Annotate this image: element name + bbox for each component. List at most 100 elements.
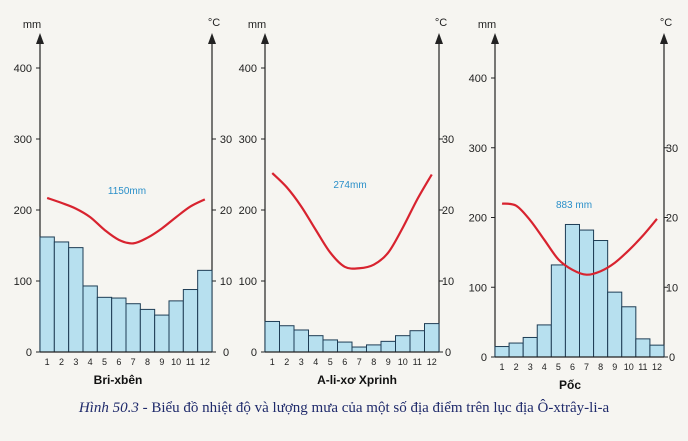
chart3-y2-tick-label: 20: [666, 213, 678, 225]
chart1-y-tick-label: 300: [14, 134, 32, 146]
chart3-month-label: 12: [652, 362, 662, 372]
chart3-month-label: 9: [612, 362, 617, 372]
chart1-y2-tick-label: 0: [223, 347, 229, 359]
chart1-month-label: 10: [171, 357, 181, 367]
chart2-rain-bar: [351, 346, 367, 353]
chart3-y-tick-label: 400: [469, 73, 487, 85]
chart1-rain-bar: [82, 285, 98, 353]
chart1-rain-bar: [197, 269, 213, 353]
chart1-rainfall-total: 1150mm: [108, 186, 146, 197]
chart3-month-label: 5: [556, 362, 561, 372]
chart1-rain-bar: [68, 247, 84, 353]
chart1-rain-bar: [111, 297, 127, 353]
chart1-y2-tick-label: 10: [220, 276, 232, 288]
chart2-rain-bar: [337, 341, 353, 353]
chart3-y2-tick-label: 0: [669, 352, 675, 364]
chart3-month-label: 3: [528, 362, 533, 372]
chart3-y-axis-right-unit: °C: [660, 17, 672, 29]
chart1-y-axis-right-arrow: [208, 33, 216, 44]
chart2-month-label: 12: [427, 357, 437, 367]
chart2-month-label: 1: [270, 357, 275, 367]
chart2-rain-bar: [409, 330, 425, 353]
chart3-rain-bar: [536, 324, 552, 358]
chart3-temperature-line: [501, 202, 658, 276]
chart1-rain-bar: [154, 314, 170, 353]
chart3-y-tick-label: 200: [469, 213, 487, 225]
chart2-y-tick-label: 400: [239, 63, 257, 75]
chart2-rain-bar: [366, 344, 382, 353]
chart1-month-label: 3: [73, 357, 78, 367]
chart1-month-label: 5: [102, 357, 107, 367]
chart3-rain-bar: [607, 291, 623, 358]
chart1-month-label: 12: [200, 357, 210, 367]
chart3-y-tick-label: 300: [469, 143, 487, 155]
chart1-y-axis-left-arrow: [36, 33, 44, 44]
chart3-rainfall-total: 883 mm: [556, 200, 592, 211]
chart2-station-name: A-li-xơ Xprinh: [317, 373, 397, 387]
chart3-y-tick-label: 100: [469, 282, 487, 294]
chart2-y2-tick-label: 30: [442, 134, 454, 146]
chart2-month-label: 6: [342, 357, 347, 367]
chart3-rain-bar: [550, 264, 566, 358]
chart2-rainfall-total: 274mm: [333, 180, 366, 191]
chart1-month-label: 4: [88, 357, 93, 367]
chart1-month-label: 1: [45, 357, 50, 367]
chart2-y-tick-label: 200: [239, 205, 257, 217]
chart1-y2-tick-label: 20: [220, 205, 232, 217]
chart2-y-axis-left-unit: mm: [248, 19, 266, 31]
chart1-rain-bar: [125, 303, 141, 353]
chart3-month-label: 11: [638, 362, 647, 372]
chart2-month-label: 3: [299, 357, 304, 367]
chart1-y-axis-right-unit: °C: [208, 17, 220, 29]
chart3-month-label: 7: [584, 362, 589, 372]
chart3-month-label: 10: [624, 362, 634, 372]
chart3-rain-bar: [593, 240, 609, 358]
chart1-rain-bar: [96, 296, 113, 353]
chart2-month-label: 9: [386, 357, 391, 367]
chart3-station-name: Pốc: [559, 378, 581, 392]
chart1-month-label: 7: [131, 357, 136, 367]
chart3-y-axis-left-arrow: [491, 33, 499, 44]
chart2-y-axis-right-unit: °C: [435, 17, 447, 29]
chart3-y2-tick-label: 10: [666, 282, 678, 294]
chart3-month-label: 6: [570, 362, 575, 372]
chart2-month-label: 5: [328, 357, 333, 367]
chart1-month-label: 11: [186, 357, 195, 367]
chart3-month-label: 2: [514, 362, 519, 372]
chart2-month-label: 10: [398, 357, 408, 367]
chart1-y-tick-label: 0: [26, 347, 32, 359]
chart2-y-axis-left-arrow: [261, 33, 269, 44]
chart2-month-label: 4: [313, 357, 318, 367]
chart1-y-tick-label: 200: [14, 205, 32, 217]
chart2-y-tick-label: 300: [239, 134, 257, 146]
caption-lead: Hình 50.3: [78, 400, 139, 416]
chart2-temperature-line: [271, 172, 433, 270]
chart1-rain-bar: [39, 236, 55, 353]
chart2-rain-bar: [424, 323, 440, 353]
chart1-month-label: 6: [116, 357, 121, 367]
chart3-rain-bar: [522, 336, 538, 358]
chart2-rain-bar: [279, 325, 295, 353]
chart1-y-tick-label: 100: [14, 276, 32, 288]
chart3-month-label: 4: [542, 362, 547, 372]
chart1-month-label: 2: [59, 357, 64, 367]
chart1-station-name: Bri-xbên: [94, 373, 143, 387]
chart1-y2-tick-label: 30: [220, 134, 232, 146]
chart2-y-tick-label: 100: [239, 276, 257, 288]
chart2-rain-bar: [322, 339, 338, 353]
chart2-rain-bar: [308, 335, 324, 353]
chart3-y-axis-right-arrow: [660, 33, 668, 44]
chart3-month-label: 8: [598, 362, 603, 372]
chart1-month-label: 8: [145, 357, 150, 367]
chart1-rain-bar: [139, 308, 156, 353]
chart2-y2-tick-label: 20: [442, 205, 454, 217]
chart1-temperature-line: [46, 196, 206, 245]
chart2-rain-bar: [264, 320, 280, 353]
chart1-rain-bar: [182, 289, 199, 353]
chart1-rain-bar: [53, 241, 70, 353]
figure-caption: Hình 50.3 - Biểu đồ nhiệt độ và lượng mư…: [0, 400, 688, 417]
chart2-rain-bar: [395, 335, 411, 353]
chart1-y-axis-left-unit: mm: [23, 19, 41, 31]
chart2-rain-bar: [380, 340, 396, 353]
chart2-y-axis-right-arrow: [435, 33, 443, 44]
